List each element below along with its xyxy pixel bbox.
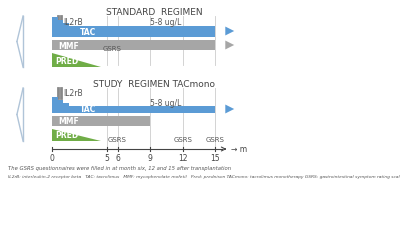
Text: MMF: MMF	[58, 41, 78, 50]
Text: PRED: PRED	[56, 57, 79, 66]
Text: GSRS: GSRS	[206, 136, 225, 142]
Text: TAC: TAC	[80, 27, 96, 36]
Polygon shape	[52, 116, 150, 126]
Text: 12: 12	[178, 153, 188, 162]
Text: GSRS: GSRS	[103, 46, 122, 52]
Text: 6: 6	[115, 153, 120, 162]
Text: IL2rB: interleukin-2 receptor beta   TAC: tacrolimus   MMF: mycophenolate mofeti: IL2rB: interleukin-2 receptor beta TAC: …	[8, 174, 400, 178]
Text: 5-8 ug/L: 5-8 ug/L	[150, 17, 182, 26]
Text: → m: → m	[231, 145, 247, 154]
Polygon shape	[52, 41, 216, 51]
Text: GSRS: GSRS	[173, 136, 192, 142]
Text: IL2rB: IL2rB	[63, 89, 83, 98]
Text: The GSRS questionnaires were filled in at month six, 12 and 15 after transplanta: The GSRS questionnaires were filled in a…	[8, 165, 231, 170]
Text: GSRS: GSRS	[108, 136, 127, 142]
Text: 5-8 ug/L: 5-8 ug/L	[150, 98, 182, 107]
Text: IL2rB: IL2rB	[63, 17, 83, 26]
Polygon shape	[52, 98, 216, 114]
Text: MMF: MMF	[58, 117, 78, 126]
Text: TAC: TAC	[80, 105, 96, 114]
Text: STUDY  REGIMEN TACmono: STUDY REGIMEN TACmono	[93, 80, 215, 89]
Text: 5: 5	[104, 153, 109, 162]
Polygon shape	[52, 54, 101, 68]
Text: 9: 9	[148, 153, 153, 162]
Text: 15: 15	[211, 153, 220, 162]
Text: 0: 0	[50, 153, 55, 162]
Text: STANDARD  REGIMEN: STANDARD REGIMEN	[106, 8, 202, 17]
Polygon shape	[52, 129, 101, 141]
Text: PRED: PRED	[56, 131, 79, 139]
Polygon shape	[52, 18, 216, 38]
